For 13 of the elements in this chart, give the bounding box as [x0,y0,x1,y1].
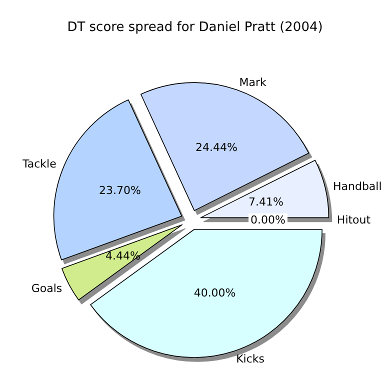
data-label: 4.44% [106,250,140,263]
slice-label: Kicks [236,352,265,366]
slice-label: Mark [239,76,268,89]
chart-title: DT score spread for Daniel Pratt (2004) [67,20,323,35]
text: 0.00% [250,214,286,226]
data-label: 40.00% [194,286,236,300]
data-label: 7.41% [248,196,284,209]
data-label: 24.44% [196,140,238,154]
slice-label: Tackle [21,157,57,170]
slice-label: Goals [31,282,62,295]
category-label: Hitout [336,214,371,226]
slice-label: Handball [332,180,382,193]
data-label: 23.70% [98,184,141,197]
